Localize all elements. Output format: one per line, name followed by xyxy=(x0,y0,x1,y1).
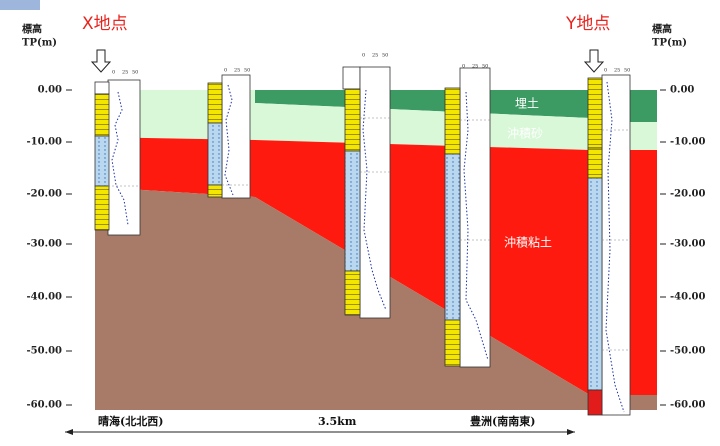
plot-scale: 0 xyxy=(604,68,607,74)
plot-scale: 25 xyxy=(234,68,240,74)
axis-unit: TP(m) xyxy=(652,38,687,49)
tick-label: -30.00 xyxy=(27,239,63,250)
plot-scale: 50 xyxy=(382,53,388,59)
layer-guides xyxy=(108,117,630,351)
tick-label: -40.00 xyxy=(27,292,63,303)
layer-label: 沖積粘土 xyxy=(504,235,552,250)
plot-scale: 25 xyxy=(614,68,620,74)
plot-scale: 0 xyxy=(462,64,465,70)
plot-scale: 25 xyxy=(372,53,378,59)
plot-scale: 25 xyxy=(472,64,478,70)
y-arrow xyxy=(583,49,605,73)
bottom-label: 3.5km xyxy=(318,415,357,428)
tick-label: 0.00 xyxy=(38,85,62,96)
corner-tab xyxy=(0,0,40,10)
tick-label: -20.00 xyxy=(670,189,706,200)
n-value-plots xyxy=(111,81,625,413)
plot-scale: 0 xyxy=(362,53,365,59)
plot-scale: 25 xyxy=(122,70,128,76)
axis-title: 標高 xyxy=(22,23,42,36)
tick-label: -10.00 xyxy=(670,137,706,148)
plot-scale: 50 xyxy=(624,68,630,74)
layer-label: 沖積砂 xyxy=(507,126,543,141)
tick-label: -40.00 xyxy=(670,292,706,303)
axis-unit: TP(m) xyxy=(22,38,57,49)
tick-label: 0.00 xyxy=(670,85,694,96)
tick-label: -20.00 xyxy=(27,189,63,200)
plot-scale: 50 xyxy=(482,64,488,70)
bottom-label: 晴海(北北西) xyxy=(98,414,163,428)
tick-label: -50.00 xyxy=(27,346,63,357)
tick-label: -50.00 xyxy=(670,346,706,357)
tick-label: -60.00 xyxy=(27,400,63,411)
tick-label: -30.00 xyxy=(670,239,706,250)
axis-title: 標高 xyxy=(652,23,672,36)
plot-scale: 0 xyxy=(224,68,227,74)
layer-label: 埋土 xyxy=(515,97,539,111)
x-arrow xyxy=(90,49,112,73)
point-label: X地点 xyxy=(82,14,128,34)
tick-label: -60.00 xyxy=(670,400,706,411)
boreholes xyxy=(94,66,631,416)
point-label: Y地点 xyxy=(565,14,610,34)
plot-scale: 50 xyxy=(244,68,250,74)
tick-label: -10.00 xyxy=(27,137,63,148)
plot-scale: 50 xyxy=(132,70,138,76)
bottom-label: 豊洲(南南東) xyxy=(470,414,535,428)
plot-scale: 0 xyxy=(112,70,115,76)
